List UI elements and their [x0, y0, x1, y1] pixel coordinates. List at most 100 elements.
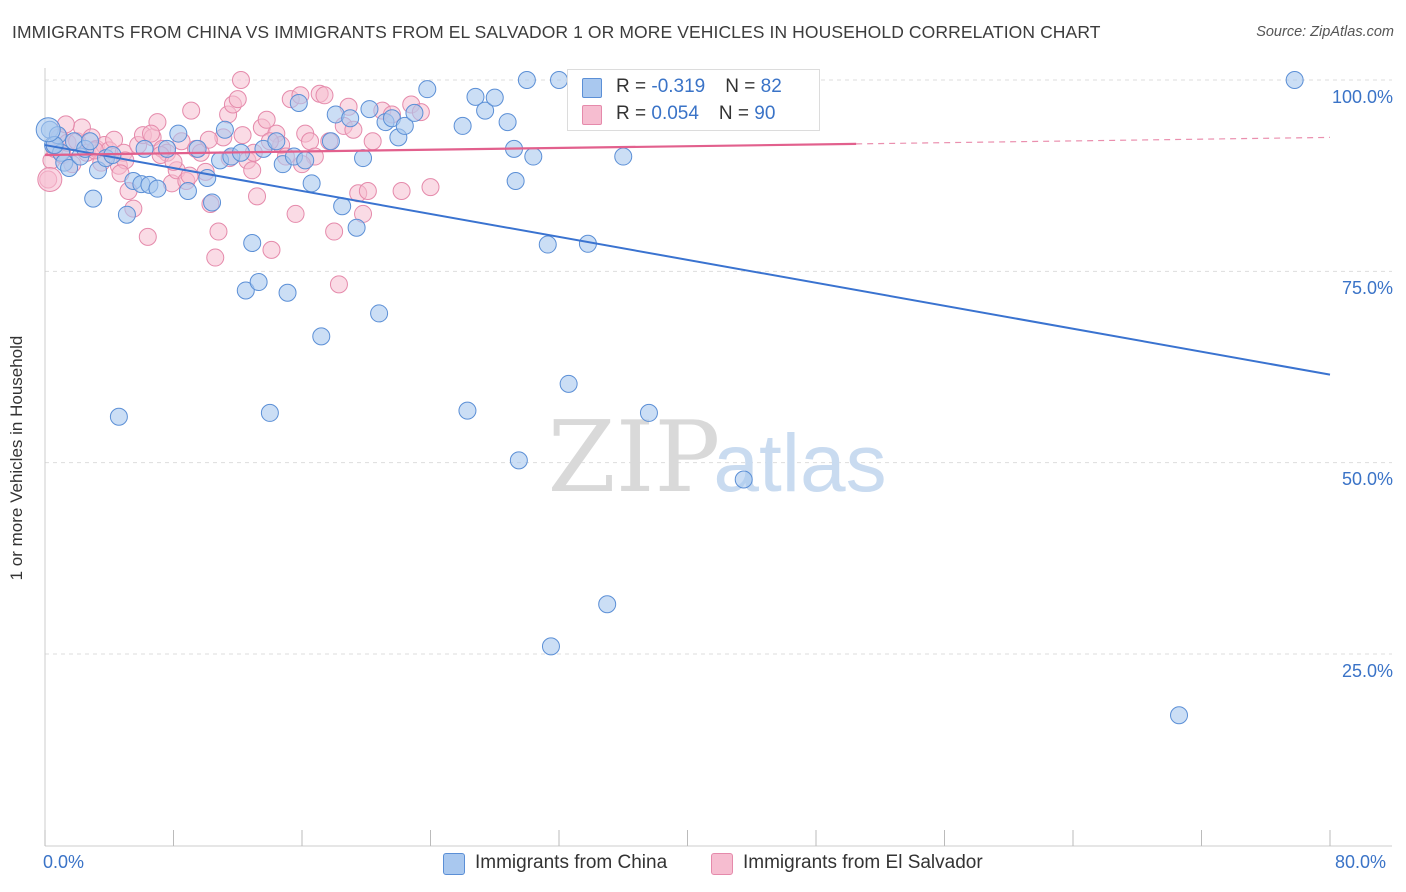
bottom-legend-elsalvador-label: Immigrants from El Salvador — [743, 852, 983, 873]
china-point[interactable] — [734, 470, 753, 489]
china-point[interactable] — [35, 117, 61, 143]
elsalvador-trend-line — [44, 142, 857, 157]
elsalvador-point[interactable] — [301, 132, 320, 151]
china-swatch — [582, 78, 602, 98]
china-point[interactable] — [418, 80, 437, 99]
china-point[interactable] — [550, 71, 568, 89]
china-point[interactable] — [354, 149, 373, 168]
elsalvador-point[interactable] — [248, 187, 267, 206]
elsalvador-point[interactable] — [206, 248, 225, 267]
china-point[interactable] — [333, 197, 352, 216]
china-point[interactable] — [321, 132, 340, 151]
elsalvador-point[interactable] — [329, 275, 348, 294]
elsalvador-point[interactable] — [358, 181, 377, 200]
china-point[interactable] — [541, 637, 560, 656]
china-n-value: 82 — [760, 76, 782, 97]
china-point[interactable] — [169, 124, 188, 143]
china-point[interactable] — [260, 403, 279, 422]
elsalvador-point[interactable] — [421, 178, 440, 197]
china-point[interactable] — [476, 101, 495, 120]
elsalvador-point[interactable] — [315, 86, 334, 105]
elsalvador-point[interactable] — [392, 181, 411, 200]
china-point[interactable] — [598, 595, 617, 614]
watermark: ZIP atlas — [548, 401, 887, 515]
china-point[interactable] — [80, 132, 99, 151]
china-point[interactable] — [249, 273, 268, 292]
elsalvador-point[interactable] — [243, 161, 262, 180]
china-point[interactable] — [506, 172, 525, 191]
bottom-legend-china-label: Immigrants from China — [475, 852, 668, 873]
china-point[interactable] — [524, 147, 543, 166]
china-point[interactable] — [360, 100, 379, 119]
china-point[interactable] — [267, 132, 286, 151]
y-tick-100: 100.0% — [1331, 87, 1393, 107]
elsalvador-point[interactable] — [286, 204, 305, 223]
trend-lines — [44, 136, 1331, 376]
china-trend-line — [44, 144, 1331, 376]
x-tick-max: 80.0% — [1335, 852, 1387, 872]
china-point[interactable] — [517, 71, 536, 89]
china-point[interactable] — [614, 147, 633, 166]
china-r-label: R = — [616, 76, 652, 97]
china-point[interactable] — [405, 103, 424, 122]
china-point[interactable] — [188, 139, 207, 158]
china-point[interactable] — [559, 374, 578, 393]
bottom-legend-elsalvador-swatch — [711, 853, 733, 875]
elsalvador-point[interactable] — [182, 101, 201, 120]
elsalvador-point[interactable] — [363, 132, 382, 151]
chart-title: IMMIGRANTS FROM CHINA VS IMMIGRANTS FROM… — [12, 22, 1101, 42]
china-point[interactable] — [278, 283, 297, 302]
china-point[interactable] — [312, 327, 331, 346]
china-point[interactable] — [60, 159, 79, 178]
china-point[interactable] — [236, 281, 255, 300]
elsalvador-point[interactable] — [142, 124, 161, 143]
china-point[interactable] — [203, 193, 222, 212]
china-point[interactable] — [117, 205, 136, 224]
elsalvador-point[interactable] — [37, 166, 63, 192]
china-point[interactable] — [538, 235, 557, 254]
china-point[interactable] — [296, 151, 315, 170]
china-point[interactable] — [458, 401, 477, 420]
elsalvador-r-label: R = — [616, 103, 652, 124]
china-point[interactable] — [347, 218, 366, 237]
elsalvador-point[interactable] — [262, 240, 281, 259]
china-point[interactable] — [341, 109, 360, 128]
china-point[interactable] — [466, 87, 485, 106]
china-point[interactable] — [509, 451, 528, 470]
elsalvador-point[interactable] — [209, 222, 228, 241]
elsalvador-point[interactable] — [231, 71, 250, 89]
elsalvador-point[interactable] — [228, 90, 247, 109]
china-point[interactable] — [109, 407, 128, 426]
elsalvador-point[interactable] — [138, 227, 157, 246]
china-point[interactable] — [395, 116, 414, 135]
china-point[interactable] — [289, 93, 308, 112]
china-r-value: -0.319 — [651, 76, 706, 97]
y-axis-label: 1 or more Vehicles in Household — [7, 335, 26, 581]
elsalvador-point[interactable] — [233, 126, 252, 145]
china-point[interactable] — [485, 88, 504, 107]
series-china-points — [35, 71, 1304, 725]
china-point[interactable] — [498, 113, 517, 132]
china-point[interactable] — [135, 139, 154, 158]
china-point[interactable] — [453, 116, 472, 135]
elsalvador-swatch — [582, 105, 602, 125]
source-credit: Source: ZipAtlas.com — [1256, 24, 1394, 40]
china-point[interactable] — [84, 189, 103, 208]
china-point[interactable] — [370, 304, 389, 323]
series-elsalvador-points — [37, 71, 440, 294]
china-point[interactable] — [1285, 71, 1304, 89]
china-point[interactable] — [302, 174, 321, 193]
china-point[interactable] — [158, 139, 177, 158]
china-point[interactable] — [178, 181, 197, 200]
china-point[interactable] — [1170, 706, 1189, 725]
china-point[interactable] — [243, 234, 262, 253]
china-point[interactable] — [639, 403, 658, 422]
china-n-label: N = — [725, 76, 761, 97]
axes — [44, 68, 1392, 847]
bottom-legend-china-swatch — [443, 853, 465, 875]
elsalvador-point[interactable] — [325, 222, 344, 241]
china-point[interactable] — [215, 120, 234, 139]
china-point[interactable] — [148, 179, 167, 198]
elsalvador-point[interactable] — [257, 110, 276, 129]
elsalvador-n-label: N = — [718, 103, 755, 124]
